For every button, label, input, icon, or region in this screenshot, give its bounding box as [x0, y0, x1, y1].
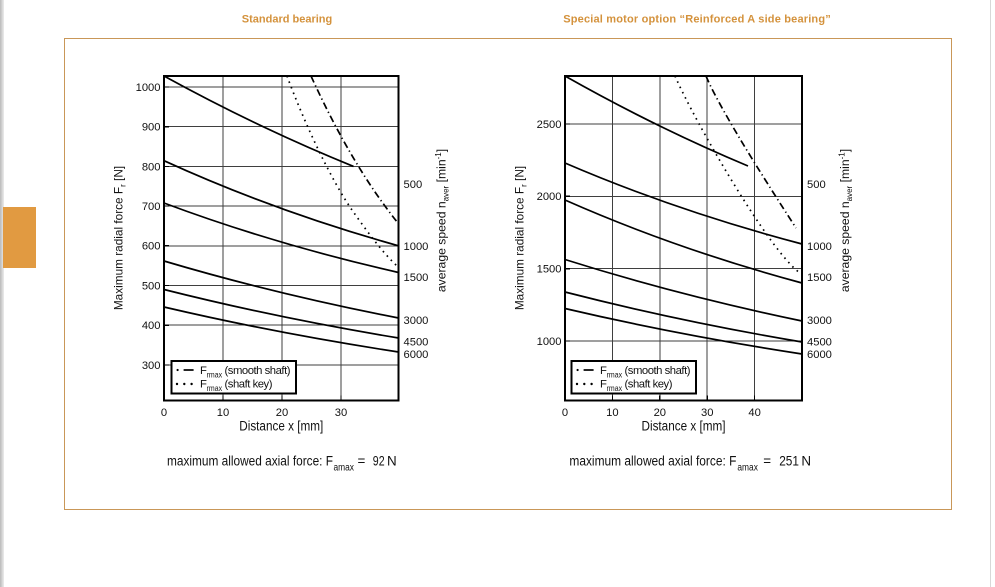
svg-text:400: 400 [142, 320, 161, 332]
svg-text:500: 500 [807, 179, 826, 191]
svg-text:amax: amax [737, 463, 758, 474]
svg-text:1000: 1000 [537, 336, 562, 348]
svg-text:1000: 1000 [404, 241, 429, 253]
svg-text:F: F [200, 365, 207, 377]
svg-text:251: 251 [779, 454, 799, 469]
svg-text:average speed naver [min-1]: average speed naver [min-1] [838, 149, 855, 292]
svg-text:rmax: rmax [207, 384, 223, 393]
svg-text:600: 600 [142, 241, 161, 253]
svg-text:500: 500 [142, 280, 161, 292]
svg-text:Special motor option “Reinforc: Special motor option “Reinforced A side … [563, 14, 831, 26]
svg-text:6000: 6000 [404, 349, 429, 361]
svg-text:20: 20 [276, 407, 288, 419]
svg-text:rmax: rmax [607, 384, 623, 393]
svg-text:amax: amax [334, 463, 355, 474]
svg-text:Standard bearing: Standard bearing [242, 14, 332, 26]
svg-text:20: 20 [654, 407, 666, 419]
svg-text:300: 300 [142, 360, 161, 372]
svg-text:900: 900 [142, 122, 161, 134]
svg-text:6000: 6000 [807, 349, 832, 361]
svg-text:500: 500 [404, 179, 423, 191]
svg-text:F: F [600, 365, 607, 377]
svg-text:=: = [763, 454, 771, 469]
svg-text:F: F [600, 379, 607, 391]
svg-text:average speed naver [min-1]: average speed naver [min-1] [434, 149, 451, 292]
svg-text:700: 700 [142, 201, 161, 213]
svg-text:0: 0 [562, 407, 568, 419]
svg-text:1500: 1500 [537, 264, 562, 276]
svg-text:1000: 1000 [136, 82, 161, 94]
svg-text:(shaft key): (shaft key) [225, 379, 273, 391]
svg-text:N: N [801, 454, 811, 469]
svg-text:10: 10 [217, 407, 229, 419]
svg-text:Maximum radial force Fr [N]: Maximum radial force Fr [N] [112, 166, 128, 310]
svg-text:30: 30 [701, 407, 713, 419]
svg-text:30: 30 [335, 407, 347, 419]
svg-text:(smooth shaft): (smooth shaft) [625, 365, 691, 377]
svg-text:F: F [200, 379, 207, 391]
svg-text:10: 10 [606, 407, 618, 419]
svg-text:=: = [358, 454, 366, 469]
svg-text:92: 92 [373, 454, 385, 469]
svg-text:Distance x [mm]: Distance x [mm] [642, 419, 726, 434]
svg-text:rmax: rmax [607, 371, 623, 380]
svg-text:3000: 3000 [807, 315, 832, 327]
svg-text:2500: 2500 [537, 119, 562, 131]
svg-text:800: 800 [142, 161, 161, 173]
svg-text:rmax: rmax [207, 371, 223, 380]
svg-text:1500: 1500 [404, 272, 429, 284]
svg-text:1000: 1000 [807, 241, 832, 253]
svg-text:maximum allowed axial force: F: maximum allowed axial force: F [167, 454, 333, 469]
svg-text:Maximum radial force Fr [N]: Maximum radial force Fr [N] [513, 166, 529, 310]
svg-text:(shaft key): (shaft key) [625, 379, 673, 391]
svg-text:1500: 1500 [807, 272, 832, 284]
svg-text:N: N [387, 454, 397, 469]
svg-text:maximum allowed axial force: F: maximum allowed axial force: F [569, 454, 736, 469]
svg-text:4500: 4500 [807, 336, 832, 348]
svg-text:4500: 4500 [404, 336, 429, 348]
svg-text:Distance x [mm]: Distance x [mm] [239, 419, 323, 434]
svg-text:3000: 3000 [404, 315, 429, 327]
svg-text:(smooth shaft): (smooth shaft) [225, 365, 291, 377]
svg-text:0: 0 [161, 407, 167, 419]
svg-text:40: 40 [748, 407, 760, 419]
svg-text:2000: 2000 [537, 191, 562, 203]
